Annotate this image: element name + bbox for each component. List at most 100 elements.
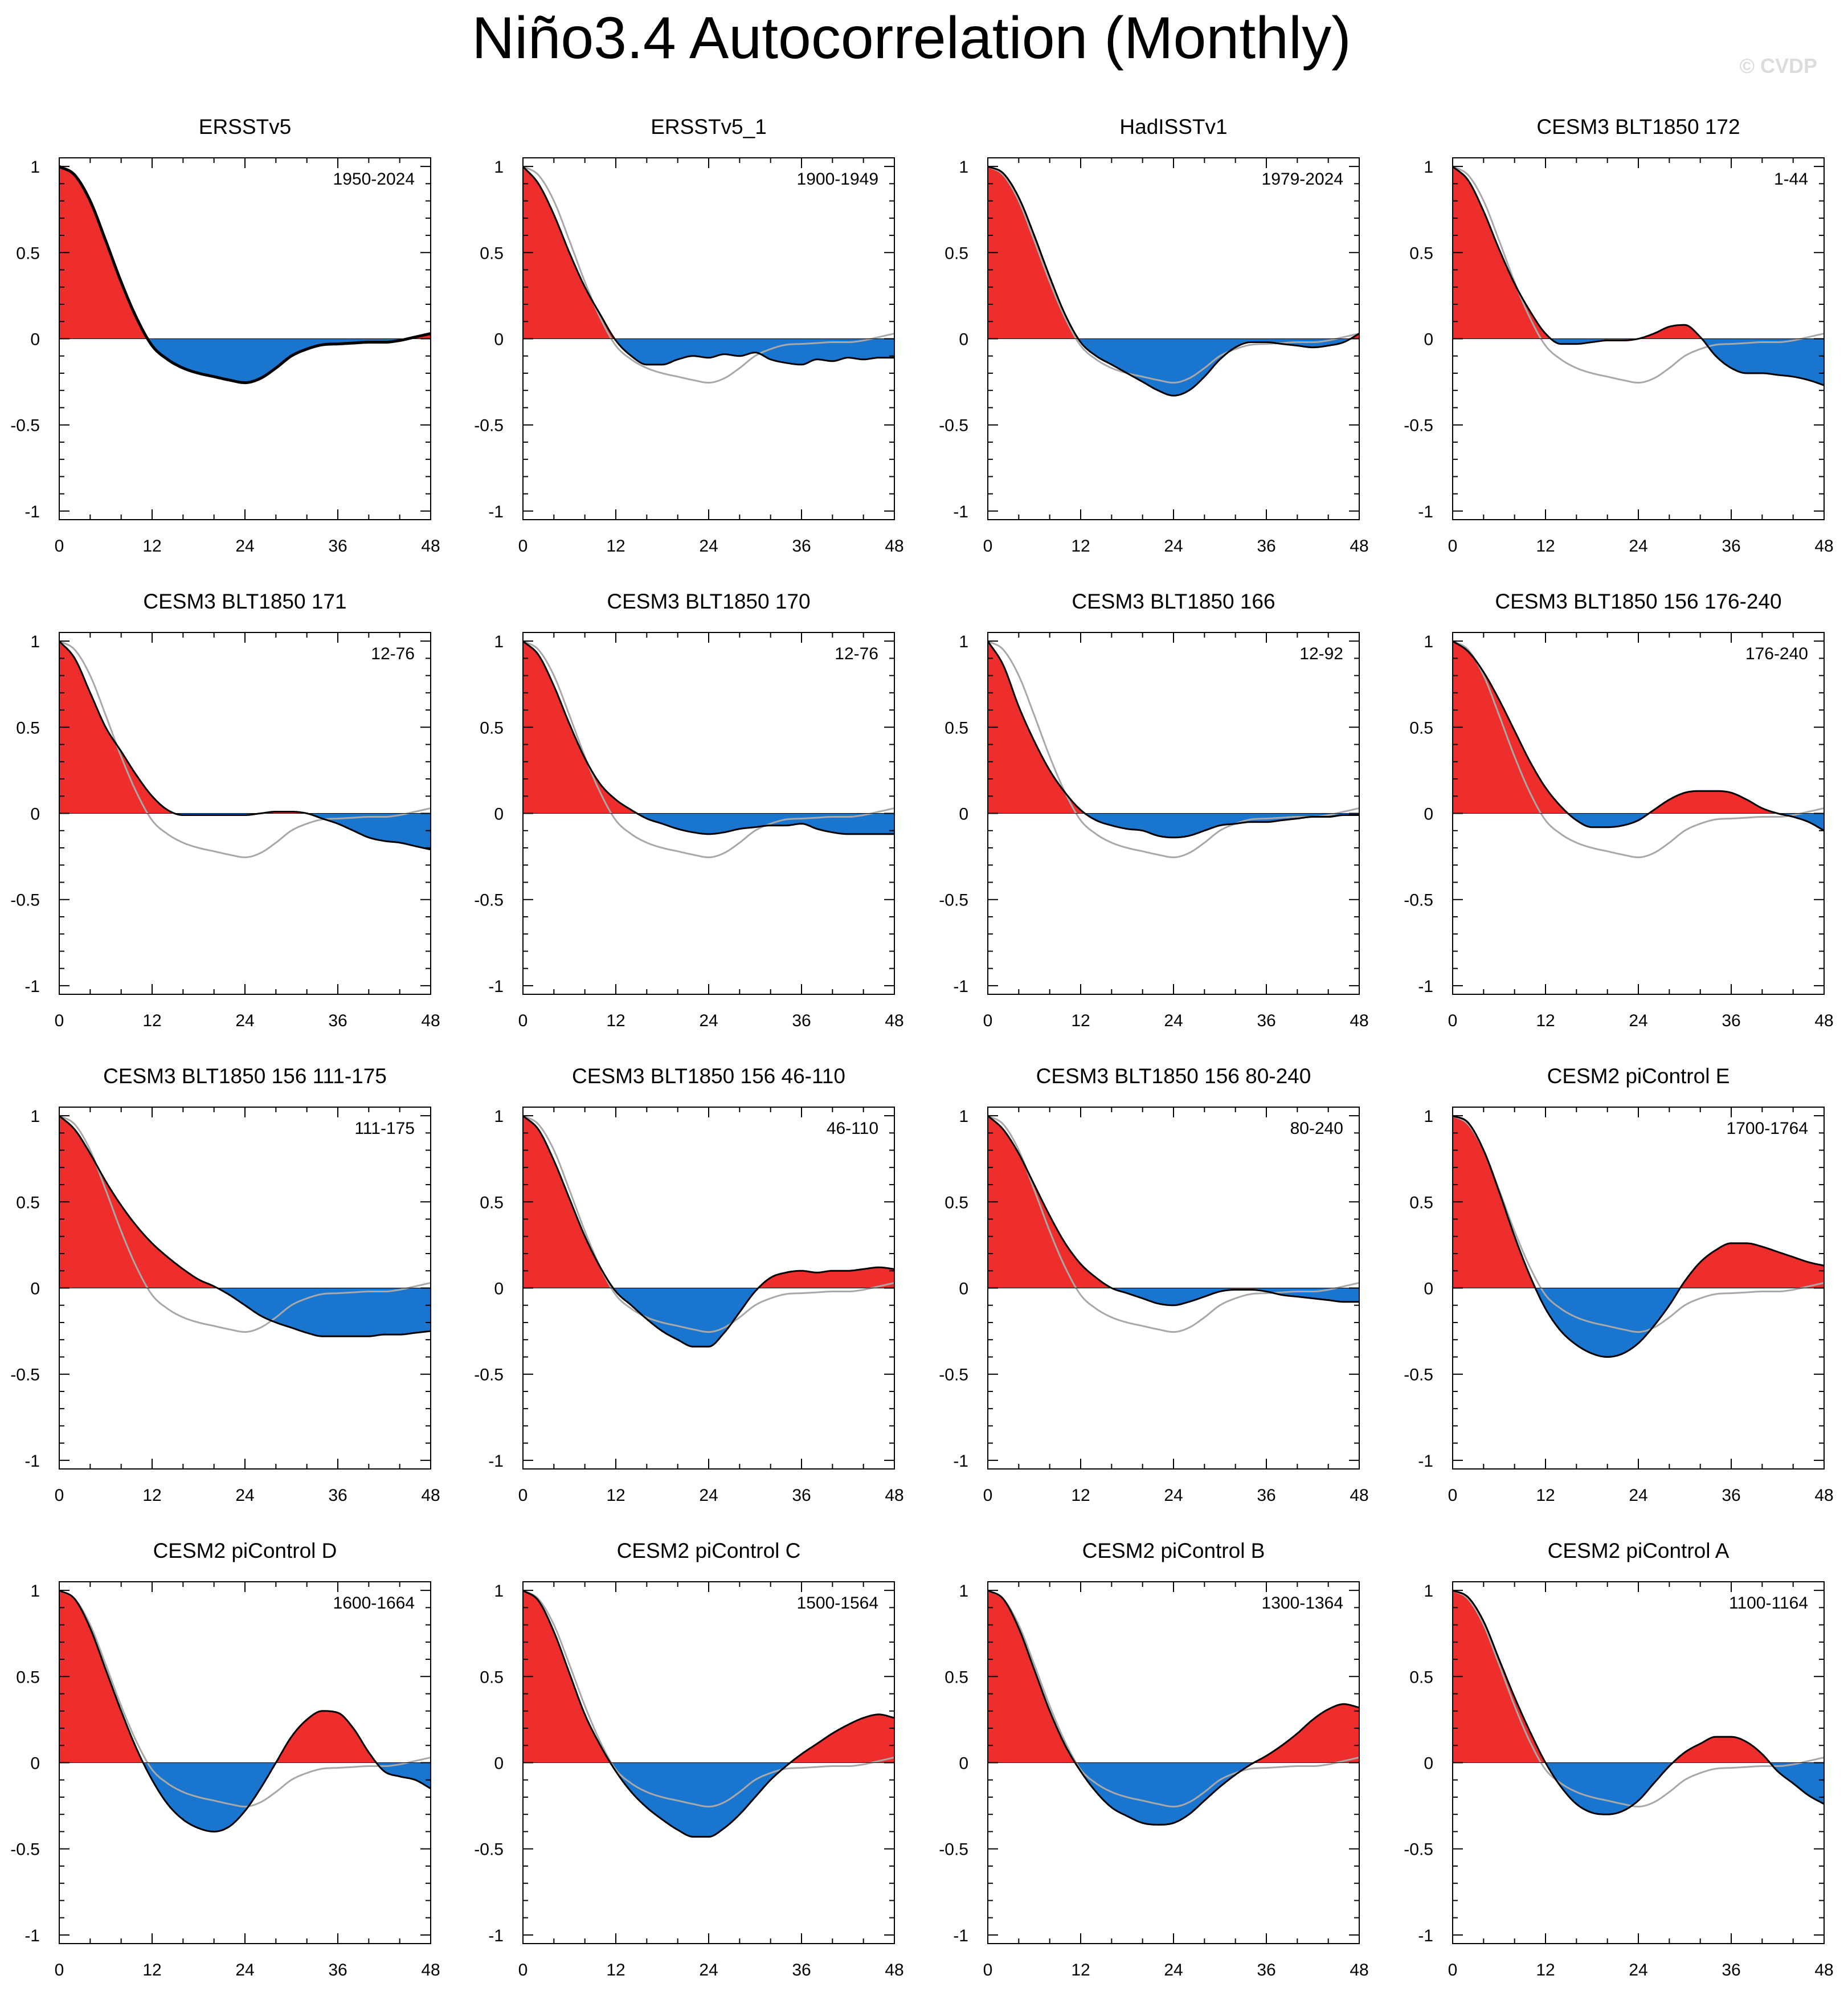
positive-area	[1453, 1590, 1824, 1763]
period-label: 1700-1764	[1727, 1119, 1808, 1138]
series-line	[58, 640, 431, 851]
negative-area	[523, 1762, 894, 1837]
panel-title: CESM2 piControl B	[1082, 1539, 1265, 1562]
period-label: 12-76	[835, 644, 878, 663]
panel-title: CESM3 BLT1850 156 46-110	[572, 1064, 845, 1088]
negative-area	[59, 813, 431, 850]
y-tick-label: 0.5	[480, 1668, 504, 1687]
positive-area	[1453, 1116, 1824, 1288]
x-tick-label: 0	[55, 1011, 64, 1030]
y-tick-label: 0	[1424, 1754, 1433, 1773]
x-tick-label: 48	[421, 1011, 440, 1030]
reference-line	[522, 1115, 895, 1333]
negative-area	[1453, 338, 1824, 386]
y-tick-label: -1	[953, 977, 968, 996]
x-tick-label: 24	[235, 1961, 254, 1979]
period-label: 1900-1949	[797, 170, 878, 189]
negative-area	[1453, 1288, 1824, 1357]
panel-3: 0 12 24 36 48 1 0.5 0 -0.5 -1 HadISSTv1 1979-2024	[939, 115, 1368, 556]
y-tick-label: 0.5	[945, 1668, 968, 1687]
positive-area	[59, 166, 431, 339]
y-tick-label: 0	[494, 330, 504, 349]
y-tick-label: -1	[953, 503, 968, 521]
period-label: 1500-1564	[797, 1594, 878, 1613]
x-tick-label: 48	[421, 1961, 440, 1979]
panel-title: CESM2 piControl E	[1547, 1064, 1730, 1088]
x-tick-label: 0	[55, 537, 64, 556]
positive-area	[59, 641, 431, 814]
reference-line	[1452, 640, 1825, 859]
x-tick-label: 48	[885, 1011, 903, 1030]
x-tick-label: 36	[1722, 1011, 1740, 1030]
panel-14: 0 12 24 36 48 1 0.5 0 -0.5 -1 CESM2 piControl C 150…	[474, 1539, 903, 1979]
x-tick-label: 24	[1164, 1011, 1183, 1030]
panel-15: 0 12 24 36 48 1 0.5 0 -0.5 -1 CESM2 piControl B 130…	[939, 1539, 1368, 1979]
y-tick-label: -1	[1418, 503, 1433, 521]
panel-title: CESM3 BLT1850 166	[1072, 590, 1275, 613]
y-tick-label: -0.5	[10, 417, 40, 435]
panel-12: 0 12 24 36 48 1 0.5 0 -0.5 -1 CESM2 piControl E 170…	[1404, 1064, 1833, 1505]
positive-area	[1453, 641, 1824, 814]
x-tick-label: 24	[699, 1011, 718, 1030]
x-tick-label: 24	[1629, 1486, 1647, 1505]
positive-area	[988, 1590, 1359, 1763]
period-label: 46-110	[827, 1119, 878, 1138]
period-label: 12-92	[1299, 644, 1343, 663]
positive-area	[988, 166, 1359, 339]
y-tick-label: -1	[24, 977, 40, 996]
positive-area	[523, 1116, 894, 1288]
y-tick-label: 1	[959, 158, 968, 177]
y-tick-label: 0	[494, 1754, 504, 1773]
y-tick-label: 0	[30, 330, 40, 349]
x-tick-label: 36	[1722, 537, 1740, 556]
y-tick-label: 0	[30, 1280, 40, 1299]
y-tick-label: -0.5	[474, 891, 504, 910]
y-tick-label: 0	[959, 1280, 968, 1299]
panel-title: ERSSTv5_1	[651, 115, 767, 138]
panel-6: 0 12 24 36 48 1 0.5 0 -0.5 -1 CESM3 BLT1850 170 12-…	[474, 590, 903, 1030]
y-tick-label: 0	[1424, 330, 1433, 349]
x-tick-label: 36	[1257, 1011, 1275, 1030]
y-tick-label: -0.5	[10, 891, 40, 910]
panel-9: 0 12 24 36 48 1 0.5 0 -0.5 -1 CESM3 BLT1850 156 11…	[10, 1064, 440, 1505]
y-tick-label: 0.5	[945, 244, 968, 263]
x-tick-label: 36	[792, 1486, 811, 1505]
period-label: 1979-2024	[1262, 170, 1343, 189]
y-tick-label: 1	[30, 1107, 40, 1126]
y-tick-label: 0	[30, 1754, 40, 1773]
y-tick-label: -1	[1418, 977, 1433, 996]
y-tick-label: 0.5	[480, 1193, 504, 1212]
y-tick-label: 1	[959, 1582, 968, 1601]
period-label: 1950-2024	[333, 170, 415, 189]
x-tick-label: 0	[983, 1961, 993, 1979]
y-tick-label: 0.5	[480, 719, 504, 737]
period-label: 80-240	[1290, 1119, 1343, 1138]
y-tick-label: -0.5	[939, 417, 968, 435]
series-line	[987, 1589, 1360, 1826]
y-tick-label: 0.5	[16, 244, 40, 263]
y-tick-label: 1	[959, 632, 968, 651]
series-line	[987, 640, 1359, 839]
panel-title: CESM3 BLT1850 156 176-240	[1495, 590, 1781, 613]
x-tick-label: 0	[1448, 1961, 1458, 1979]
negative-area	[988, 1762, 1359, 1825]
panel-title: CESM3 BLT1850 156 80-240	[1036, 1064, 1311, 1088]
reference-line	[1452, 1589, 1825, 1808]
x-tick-label: 48	[1350, 1961, 1368, 1979]
x-tick-label: 24	[699, 1961, 718, 1979]
y-tick-label: -0.5	[10, 1366, 40, 1385]
reference-line	[522, 165, 895, 384]
x-tick-label: 48	[1814, 537, 1833, 556]
panel-16: 0 12 24 36 48 1 0.5 0 -0.5 -1 CESM2 piControl A 110…	[1404, 1539, 1833, 1979]
reference-line	[522, 1589, 895, 1808]
x-tick-label: 0	[55, 1961, 64, 1979]
x-tick-label: 0	[518, 1961, 528, 1979]
y-tick-label: -0.5	[474, 417, 504, 435]
reference-line	[1452, 1115, 1825, 1333]
y-tick-label: 1	[1424, 632, 1433, 651]
series-line	[522, 1589, 895, 1838]
x-tick-label: 48	[1350, 537, 1368, 556]
x-tick-label: 0	[983, 1486, 993, 1505]
figure-title: Niño3.4 Autocorrelation (Monthly)	[472, 5, 1351, 71]
x-tick-label: 0	[518, 1486, 528, 1505]
